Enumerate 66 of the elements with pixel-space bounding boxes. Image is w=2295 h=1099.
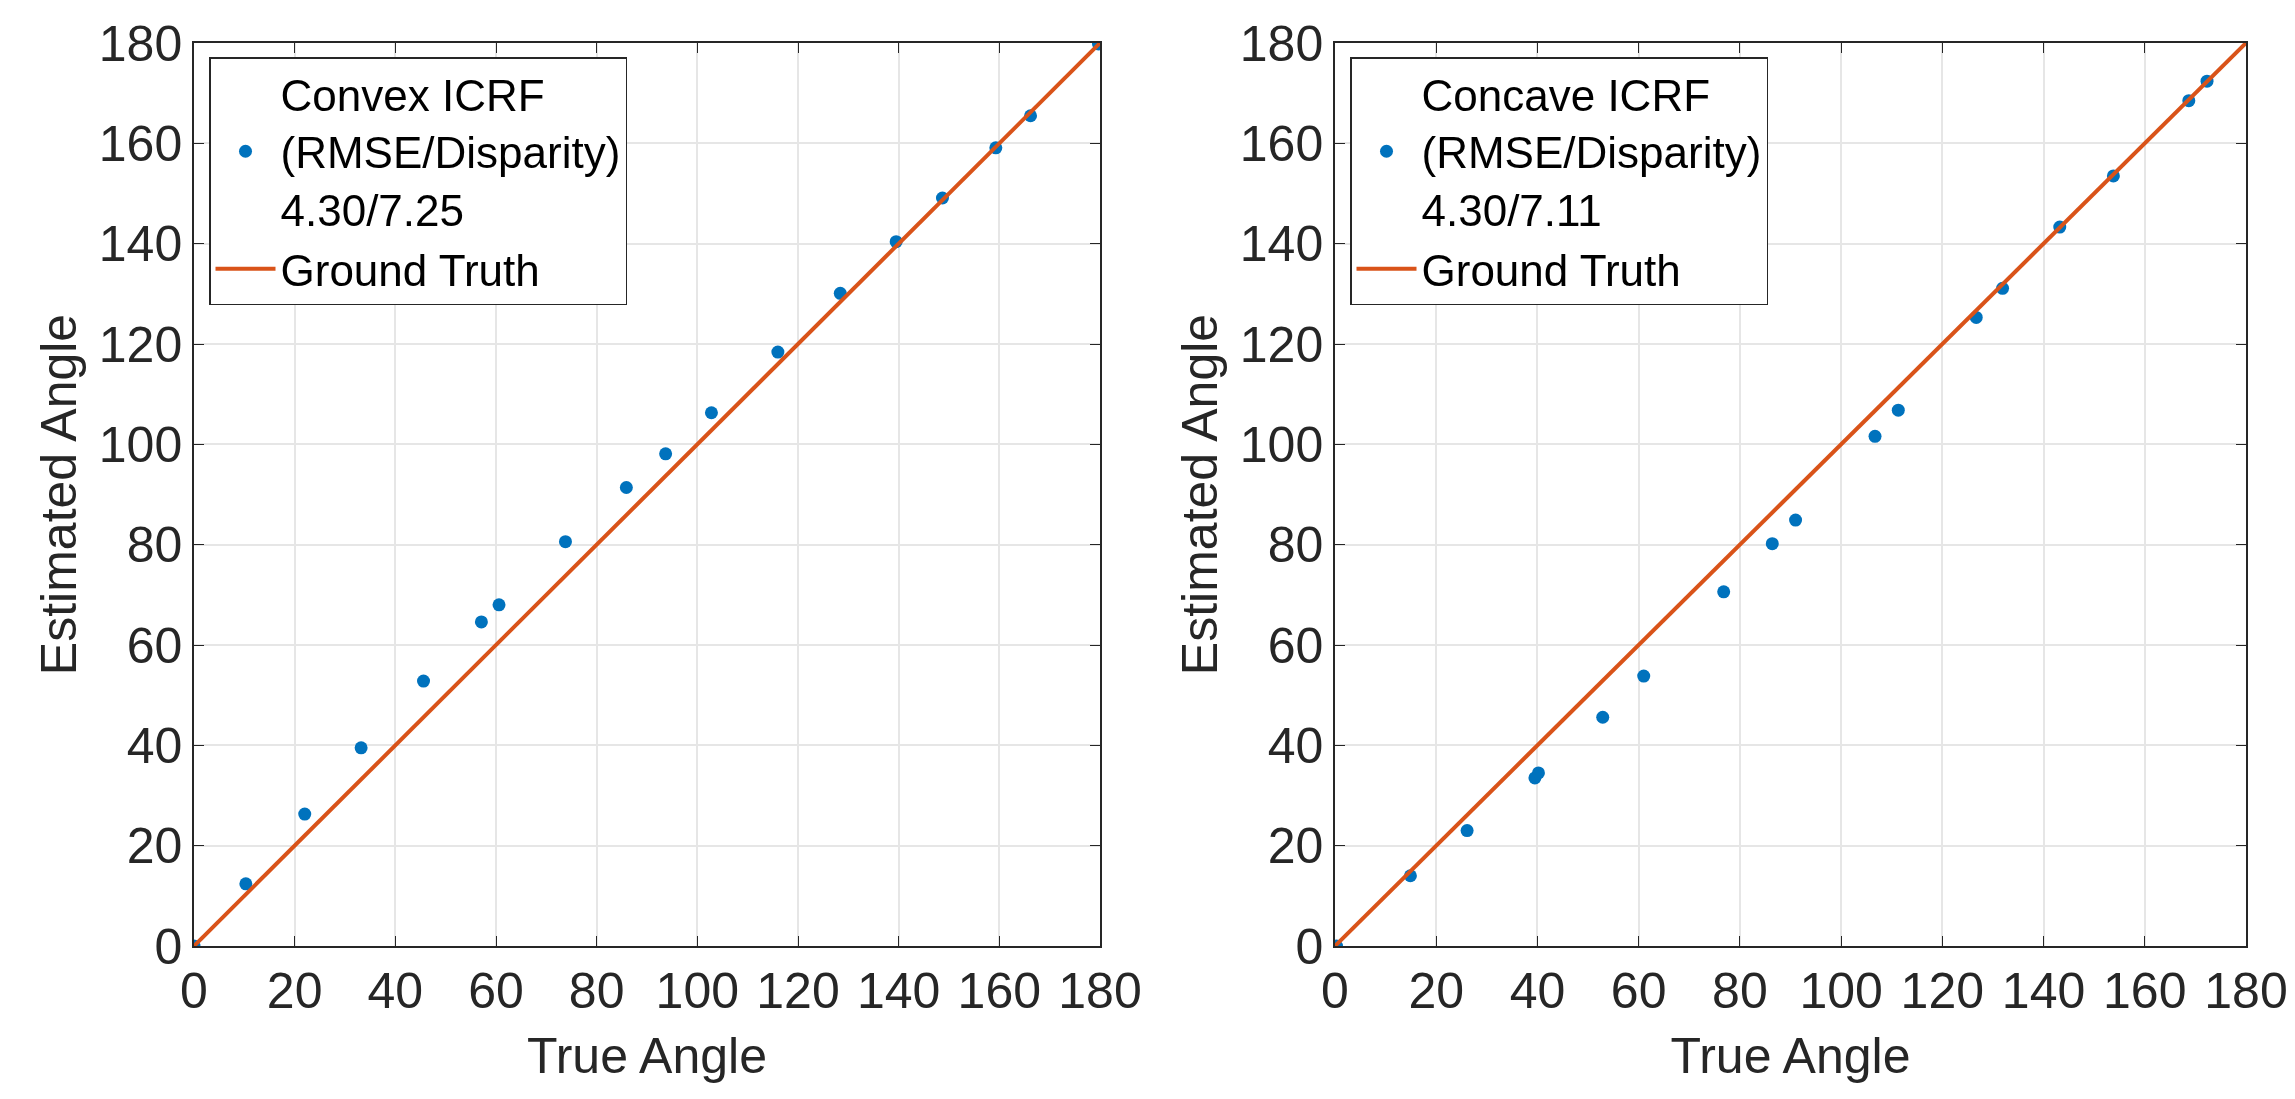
point <box>1596 710 1610 724</box>
point <box>771 345 785 359</box>
y-tick-label: 80 <box>126 517 183 574</box>
point <box>659 447 673 461</box>
x-tick-label: 140 <box>2001 962 2086 1019</box>
y-tick-label: 40 <box>1267 717 1324 774</box>
x-tick-label: 120 <box>756 962 840 1019</box>
y-tick-label: 60 <box>1267 617 1324 674</box>
point <box>558 535 572 549</box>
y-axis-title: Estimated Angle <box>1172 313 1229 676</box>
y-tick-label: 140 <box>1239 216 1324 273</box>
y-tick-label: 120 <box>98 316 183 373</box>
y-tick-label: 180 <box>98 15 183 72</box>
y-tick-label: 140 <box>98 216 183 273</box>
point <box>1868 429 1882 443</box>
x-tick-label: 160 <box>957 962 1042 1019</box>
x-tick-label: 120 <box>1900 962 1985 1019</box>
x-tick-label: 80 <box>1712 962 1768 1019</box>
x-tick-label: 160 <box>2103 962 2187 1019</box>
point <box>619 480 633 494</box>
y-tick-label: 40 <box>126 717 183 774</box>
x-tick-label: 60 <box>1610 962 1667 1019</box>
y-tick-label: 80 <box>1267 517 1324 574</box>
point <box>1637 669 1651 683</box>
legend-label: Ground Truth <box>1421 245 1681 295</box>
point <box>704 406 718 420</box>
x-tick-label: 80 <box>568 962 625 1019</box>
y-tick-label: 160 <box>1239 115 1324 172</box>
x-tick-label: 180 <box>1058 962 1142 1019</box>
legend-label: Ground Truth <box>280 245 540 295</box>
x-tick-label: 60 <box>468 962 524 1019</box>
y-tick-label: 60 <box>126 617 183 674</box>
point <box>1531 766 1545 780</box>
y-tick-label: 180 <box>1239 15 1324 72</box>
x-tick-label: 20 <box>1408 962 1465 1019</box>
y-tick-label: 100 <box>98 416 183 473</box>
x-axis-title: True Angle <box>527 1027 767 1084</box>
y-tick-label: 20 <box>1267 818 1324 875</box>
x-tick-label: 180 <box>2204 962 2288 1019</box>
point <box>1891 403 1905 417</box>
y-axis-title: Estimated Angle <box>31 313 88 676</box>
x-tick-label: 140 <box>856 962 941 1019</box>
y-tick-label: 120 <box>1239 316 1324 373</box>
point <box>1460 824 1474 838</box>
point <box>1765 537 1779 551</box>
legend-label: Convex ICRF (RMSE/Disparity) 4.30/7.25 <box>280 71 621 235</box>
point <box>354 741 368 755</box>
y-tick-label: 100 <box>1239 416 1324 473</box>
point <box>1789 513 1803 527</box>
legend-label: Concave ICRF (RMSE/Disparity) 4.30/7.11 <box>1421 71 1762 235</box>
x-tick-label: 40 <box>367 962 424 1019</box>
point <box>298 807 312 821</box>
x-tick-label: 40 <box>1509 962 1566 1019</box>
y-tick-label: 20 <box>126 818 183 875</box>
point <box>474 615 488 629</box>
point <box>417 674 431 688</box>
point <box>492 598 506 612</box>
x-tick-label: 100 <box>1799 962 1883 1019</box>
point <box>1717 585 1731 599</box>
y-tick-label: 0 <box>154 918 183 975</box>
point <box>239 877 253 891</box>
x-tick-label: 20 <box>266 962 323 1019</box>
x-axis-title: True Angle <box>1670 1027 1911 1084</box>
y-tick-label: 160 <box>98 115 183 172</box>
x-tick-label: 100 <box>655 962 740 1019</box>
y-tick-label: 0 <box>1295 918 1324 975</box>
